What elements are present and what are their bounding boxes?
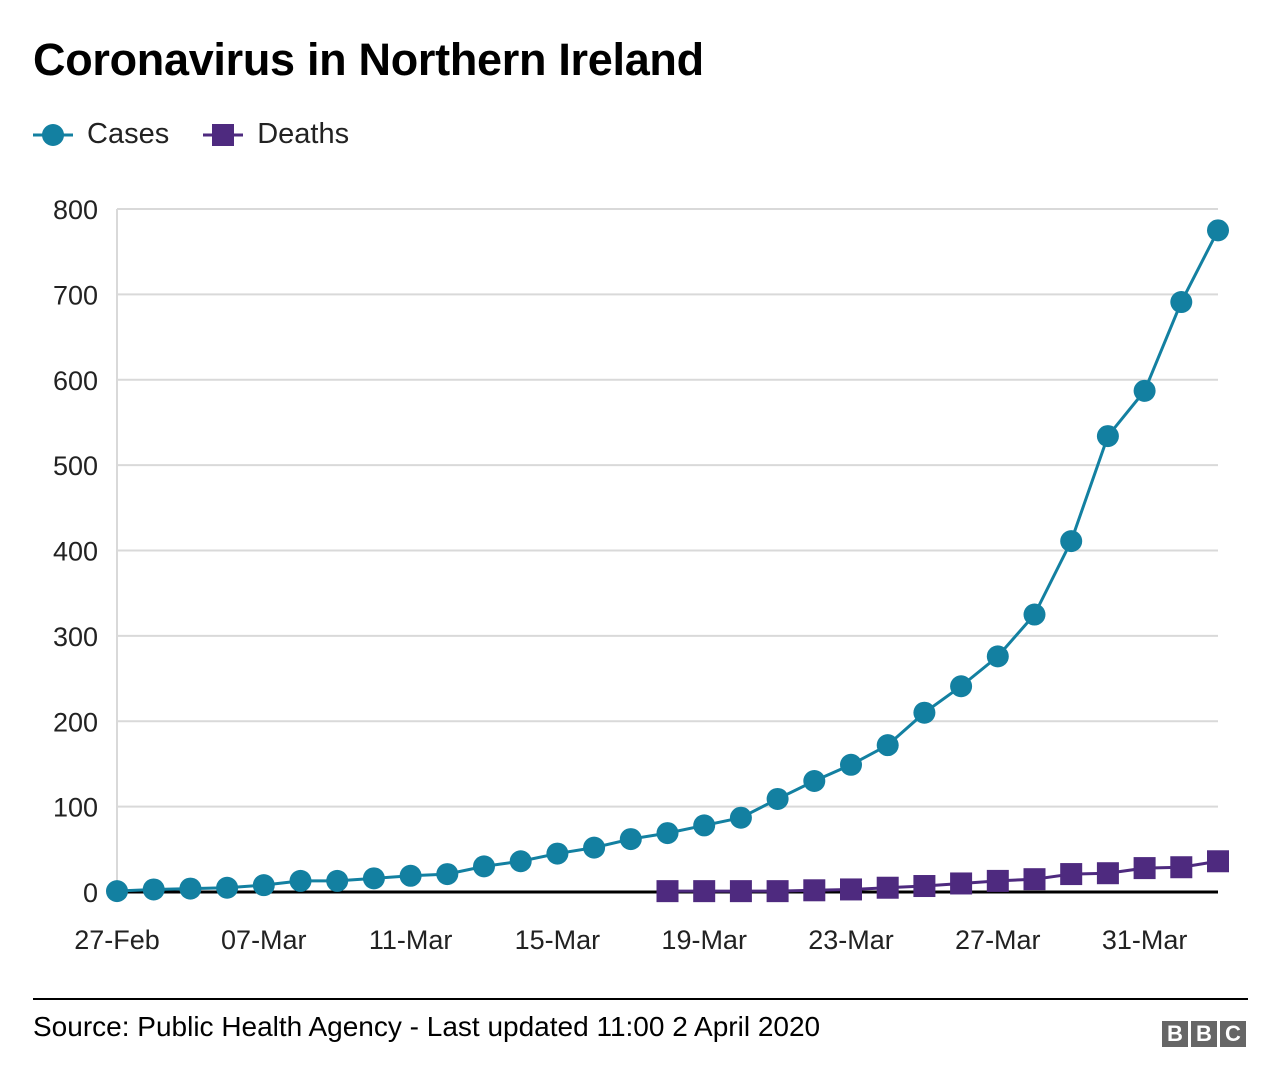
cases-point [509, 850, 532, 873]
deaths-point [876, 876, 899, 899]
x-axis-ticks: 27-Feb 07-Mar 11-Mar 15-Mar 19-Mar 23-Mar 27-M… [74, 925, 1187, 955]
deaths-point [803, 879, 826, 902]
legend: Cases Deaths [33, 118, 383, 151]
cases-point [1060, 530, 1083, 553]
cases-point [289, 869, 312, 892]
deaths-point [766, 880, 789, 903]
x-tick-label: 27-Feb [74, 925, 160, 955]
series-cases [106, 219, 1229, 903]
deaths-point [913, 875, 936, 898]
deaths-point [656, 880, 679, 903]
deaths-point [1023, 868, 1046, 891]
legend-item-cases: Cases [33, 118, 169, 151]
cases-point [252, 874, 275, 897]
bbc-logo-letter: B [1162, 1021, 1188, 1047]
cases-line [116, 229, 1220, 893]
deaths-point [840, 878, 862, 901]
legend-label-deaths: Deaths [257, 118, 350, 150]
y-tick-label: 500 [53, 451, 98, 481]
cases-point [362, 867, 385, 890]
deaths-point [729, 880, 752, 903]
cases-point [729, 806, 752, 829]
source-note: Source: Public Health Agency - Last upda… [33, 1011, 821, 1042]
cases-point [986, 645, 1009, 668]
cases-point [803, 770, 826, 793]
cases-point [106, 880, 128, 903]
cases-point [326, 869, 349, 892]
cases-point [179, 877, 202, 900]
bbc-logo: B B C [1159, 1021, 1246, 1047]
gridlines [116, 208, 1218, 894]
cases-point [913, 701, 936, 724]
cases-point [766, 787, 789, 810]
y-tick-label: 400 [53, 537, 98, 567]
cases-point [436, 863, 459, 886]
cases-point [583, 836, 606, 859]
cases-point [619, 828, 642, 851]
cases-point [950, 675, 973, 698]
y-tick-label: 800 [53, 195, 98, 225]
x-tick-label: 07-Mar [221, 925, 307, 955]
deaths-line [667, 859, 1219, 893]
chart-title: Coronavirus in Northern Ireland [33, 34, 704, 85]
x-tick-label: 23-Mar [808, 925, 894, 955]
cases-point [1207, 219, 1229, 242]
x-tick-label: 27-Mar [955, 925, 1041, 955]
cases-point [473, 855, 495, 878]
cases-point [693, 814, 716, 837]
y-tick-label: 0 [83, 878, 98, 908]
x-tick-label: 31-Mar [1102, 925, 1188, 955]
cases-point [1096, 425, 1119, 448]
y-tick-label: 300 [53, 622, 98, 652]
x-tick-label: 15-Mar [515, 925, 601, 955]
square-marker-icon [203, 123, 244, 146]
deaths-point [1096, 862, 1119, 885]
bbc-logo-letter: C [1220, 1021, 1246, 1047]
footer-divider [33, 998, 1248, 1000]
line-chart: 0 100 200 300 400 500 600 700 800 27-Feb 07-Mar 11… [53, 195, 1229, 955]
cases-point [1170, 291, 1193, 314]
y-tick-label: 200 [53, 707, 98, 737]
deaths-point [950, 872, 973, 895]
cases-point [546, 842, 569, 865]
cases-point [216, 876, 239, 899]
y-axis-ticks: 0 100 200 300 400 500 600 700 800 [53, 195, 98, 908]
series-group [106, 219, 1229, 903]
deaths-point [986, 869, 1009, 892]
y-tick-label: 700 [53, 280, 98, 310]
x-tick-label: 11-Mar [369, 925, 453, 955]
y-tick-label: 600 [53, 366, 98, 396]
deaths-point [693, 880, 716, 903]
y-tick-label: 100 [53, 793, 98, 823]
cases-point [1133, 379, 1156, 402]
deaths-point [1133, 857, 1156, 880]
cases-point [876, 734, 899, 757]
x-tick-label: 19-Mar [661, 925, 747, 955]
cases-point [1023, 603, 1046, 626]
circle-marker-icon [33, 123, 73, 146]
deaths-point [1060, 863, 1083, 886]
cases-point [142, 878, 165, 901]
deaths-point [1170, 856, 1193, 879]
cases-point [840, 753, 862, 776]
series-deaths [656, 850, 1229, 903]
deaths-point [1207, 850, 1229, 873]
legend-label-cases: Cases [87, 118, 170, 150]
bbc-logo-letter: B [1191, 1021, 1217, 1047]
legend-item-deaths: Deaths [203, 118, 349, 151]
cases-point [399, 864, 422, 887]
cases-point [656, 822, 679, 845]
